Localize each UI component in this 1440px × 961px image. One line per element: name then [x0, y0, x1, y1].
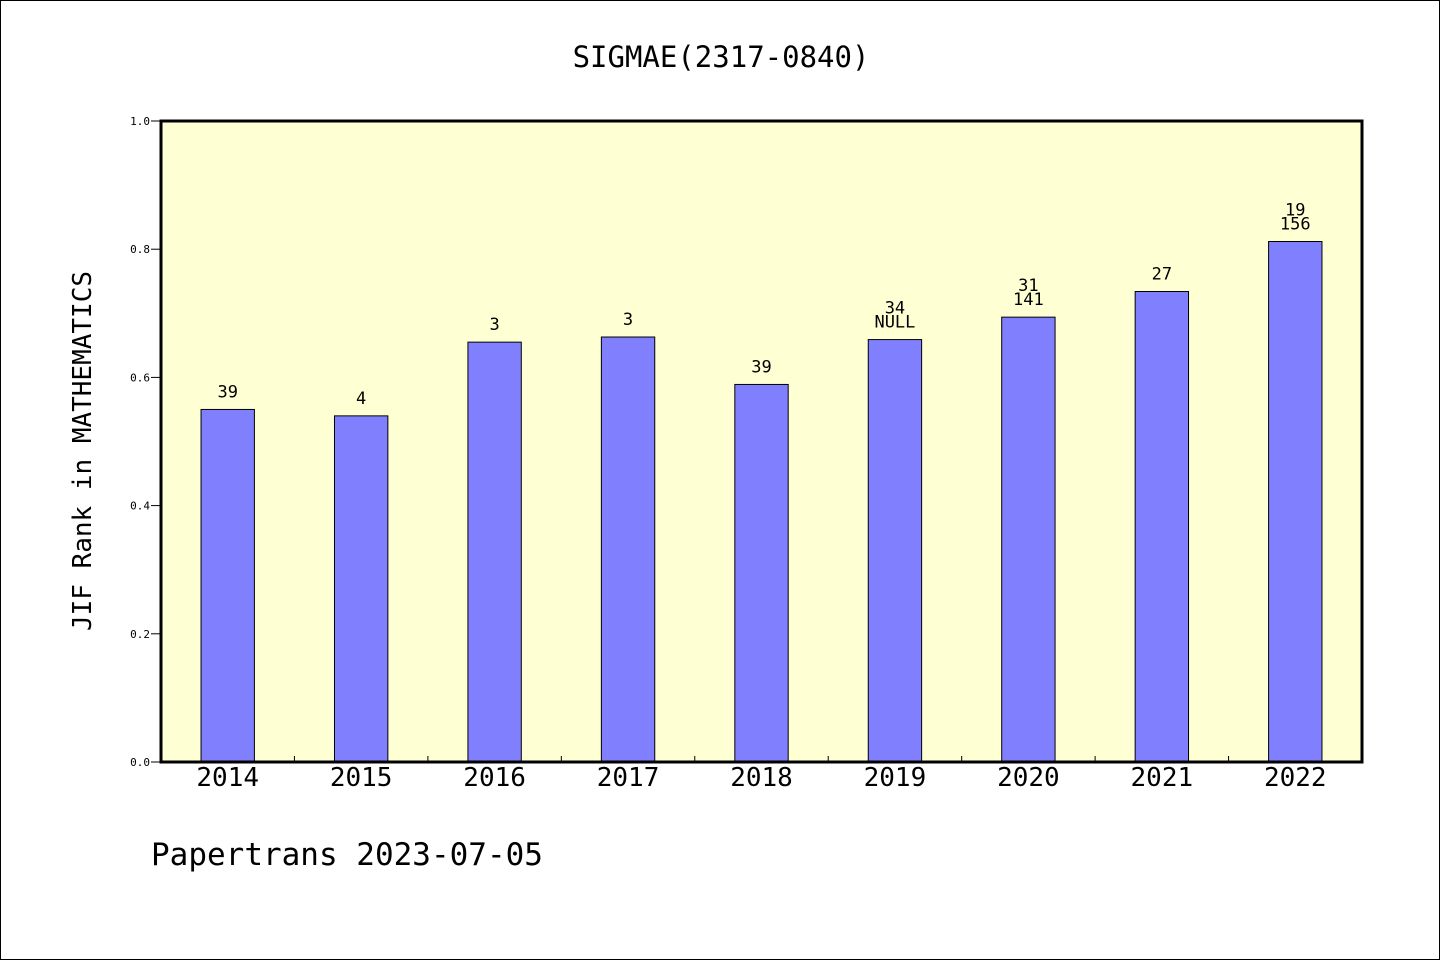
x-axis-ticks: 2014 2015 2016 2017 2018 2019 2020 2021 2022 — [196, 756, 1327, 793]
bar-value-label: 141 — [1013, 290, 1044, 310]
bar-2017 — [600, 336, 656, 763]
bar-value-label: 19 — [1285, 201, 1305, 221]
x-tick-label: 2021 — [1131, 763, 1194, 793]
bar-2019 — [867, 339, 923, 763]
x-tick-label: 2022 — [1264, 763, 1327, 793]
y-axis-ticks: 0.0 0.2 0.4 0.6 0.8 1.0 — [130, 115, 161, 769]
x-tick-label: 2015 — [330, 763, 393, 793]
y-tick-label: 0.2 — [130, 628, 150, 641]
x-tick-label: 2014 — [196, 763, 259, 793]
bar-value-label: 27 — [1152, 265, 1172, 285]
bar-value-label: 3 — [489, 315, 499, 335]
y-tick-label: 1.0 — [130, 115, 150, 128]
bar-2014 — [200, 408, 255, 763]
y-tick-label: 0.4 — [130, 500, 150, 513]
bar-value-label: 156 — [1280, 215, 1311, 235]
bar-value-label: 39 — [217, 382, 237, 402]
x-tick-label: 2020 — [997, 763, 1060, 793]
bar-value-label: 3 — [623, 310, 633, 330]
bar-value-label: 34 — [885, 299, 905, 319]
y-axis-label: JIF Rank in MATHEMATICS — [68, 271, 98, 631]
chart-title: SIGMAE(2317-0840) — [573, 40, 870, 74]
x-tick-label: 2019 — [864, 763, 927, 793]
plot-border — [159, 119, 1364, 764]
bar-2018 — [734, 383, 789, 763]
bar-2015 — [333, 415, 389, 763]
bars-group — [200, 241, 1323, 763]
bar-value-label: 31 — [1018, 276, 1038, 296]
x-tick-label: 2016 — [463, 763, 526, 793]
bar-2022 — [1268, 241, 1323, 763]
footer-credit: Papertrans 2023-07-05 — [151, 837, 543, 873]
y-tick-label: 0.6 — [130, 371, 150, 384]
y-tick-label: 0.0 — [130, 756, 150, 769]
bar-value-label: NULL — [874, 313, 915, 333]
y-tick-label: 0.8 — [130, 243, 150, 256]
bar-value-label: 4 — [356, 389, 366, 409]
bar-2020 — [1001, 316, 1056, 763]
x-tick-label: 2018 — [730, 763, 793, 793]
bar-2016 — [467, 341, 522, 763]
x-tick-label: 2017 — [597, 763, 660, 793]
bar-value-label: 39 — [751, 357, 771, 377]
bar-2021 — [1134, 291, 1190, 763]
